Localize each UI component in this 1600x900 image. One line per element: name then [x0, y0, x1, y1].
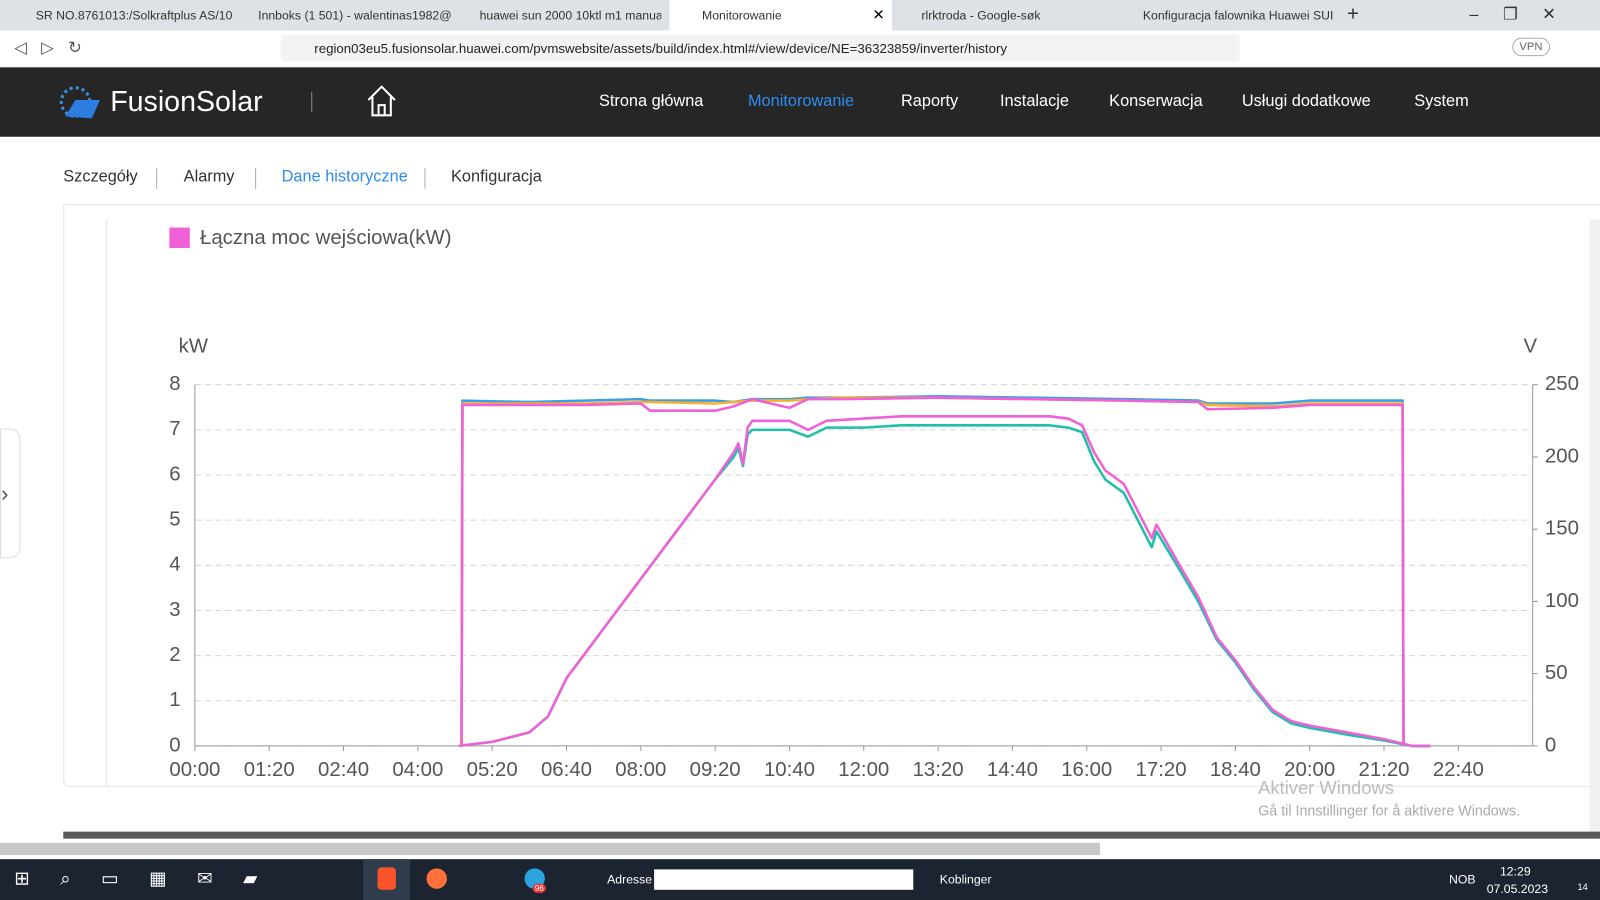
- y2-axis-label: V: [1523, 335, 1537, 357]
- x-tick-label: 12:00: [838, 759, 889, 781]
- tab[interactable]: Innboks (1 501) - walentinas1982@: [258, 8, 452, 23]
- x-tick-label: 10:40: [764, 759, 815, 781]
- y2-tick-label: 100: [1545, 590, 1579, 612]
- language[interactable]: NOB: [1448, 872, 1476, 887]
- y-axis-label: kW: [179, 335, 209, 357]
- nav-item[interactable]: Usługi dodatkowe: [1241, 92, 1371, 111]
- tab[interactable]: huawei sun 2000 10ktl m1 manual: [479, 8, 662, 23]
- y-tick-label: 6: [169, 463, 180, 485]
- x-tick-label: 22:40: [1433, 759, 1484, 781]
- y-tick-label: 0: [169, 734, 180, 756]
- x-tick-label: 04:00: [392, 759, 443, 781]
- x-tick-label: 01:20: [244, 759, 295, 781]
- notification-count[interactable]: 14: [1577, 881, 1588, 892]
- x-tick-label: 08:00: [615, 759, 666, 781]
- y-tick-label: 3: [169, 599, 180, 621]
- series-line: [460, 394, 1405, 746]
- brave-icon[interactable]: [377, 867, 396, 890]
- active-tab-bg: [669, 0, 892, 31]
- y2-tick-label: 150: [1545, 518, 1579, 540]
- new-tab[interactable]: +: [1346, 3, 1359, 26]
- x-tick-label: 02:40: [318, 759, 369, 781]
- divider: [424, 168, 426, 189]
- y-tick-label: 4: [169, 554, 180, 576]
- tab[interactable]: Monitorowanie: [702, 8, 782, 23]
- x-tick-label: 09:20: [690, 759, 741, 781]
- y2-tick-label: 250: [1545, 373, 1579, 395]
- tab[interactable]: SR NO.8761013:/Solkraftplus AS/10: [35, 8, 233, 23]
- nav-item[interactable]: Konserwacja: [1109, 92, 1203, 111]
- x-tick-label: 00:00: [169, 759, 220, 781]
- legend-swatch: [169, 227, 190, 248]
- taskbar: ⊞⌕▭▦✉▰ 96 Adresse Koblinger NOB 12:29 07…: [0, 859, 1600, 900]
- tab[interactable]: rlrktroda - Google-søk: [921, 8, 1041, 23]
- divider: [156, 168, 158, 189]
- logo-icon: [59, 86, 100, 119]
- clock-time[interactable]: 12:29: [1499, 864, 1531, 879]
- y2-tick-label: 50: [1545, 662, 1568, 684]
- y2-tick-label: 0: [1545, 734, 1556, 756]
- nav-buttons[interactable]: ◁▷↻: [14, 39, 96, 58]
- x-tick-label: 14:40: [987, 759, 1038, 781]
- y-tick-label: 2: [169, 644, 180, 666]
- window-controls[interactable]: –❐✕: [1469, 6, 1581, 24]
- nav-item[interactable]: Strona główna: [598, 92, 704, 111]
- x-tick-label: 06:40: [541, 759, 592, 781]
- x-tick-label: 21:20: [1358, 759, 1409, 781]
- y2-tick-label: 200: [1545, 445, 1579, 467]
- series-line: [460, 396, 1405, 746]
- nav-item[interactable]: System: [1414, 92, 1469, 111]
- x-tick-label: 16:00: [1061, 759, 1112, 781]
- x-tick-label: 05:20: [467, 759, 518, 781]
- x-tick-label: 18:40: [1210, 759, 1261, 781]
- x-tick-label: 17:20: [1136, 759, 1187, 781]
- side-toggle[interactable]: ›: [0, 428, 21, 559]
- nav-item[interactable]: Instalacje: [999, 92, 1069, 111]
- h-scrollbar[interactable]: [0, 842, 1100, 856]
- url-bar[interactable]: [280, 34, 1240, 62]
- watermark-title: Aktiver Windows: [1258, 777, 1394, 798]
- chart-card: [63, 204, 1600, 787]
- address-label: Adresse: [607, 872, 653, 887]
- series-line: [458, 424, 1431, 748]
- clock-date[interactable]: 07.05.2023: [1486, 881, 1549, 896]
- series-line: [458, 415, 1431, 748]
- links-label[interactable]: Koblinger: [939, 872, 992, 887]
- nav-item[interactable]: Monitorowanie: [747, 92, 855, 111]
- site-header: FusionSolar: [0, 67, 1600, 137]
- tab-strip: SR NO.8761013:/Solkraftplus AS/10 Innbok…: [0, 0, 1600, 31]
- vpn-badge[interactable]: VPN: [1512, 37, 1550, 57]
- divider: [106, 219, 108, 787]
- nav-item[interactable]: Raporty: [901, 92, 959, 111]
- scroll-track: [63, 831, 1600, 839]
- y-tick-label: 5: [169, 509, 180, 531]
- sub-tab[interactable]: Konfiguracja: [451, 168, 542, 186]
- legend-label: Łączna moc wejściowa(kW): [200, 227, 452, 249]
- divider: [255, 168, 257, 189]
- logo-text[interactable]: FusionSolar: [110, 85, 263, 118]
- x-tick-label: 13:20: [913, 759, 964, 781]
- badge: 96: [532, 883, 546, 893]
- sub-tab[interactable]: Dane historyczne: [281, 168, 408, 186]
- watermark-text: Gå til Innstillinger for å aktivere Wind…: [1258, 802, 1521, 819]
- divider: [311, 91, 313, 113]
- close-tab[interactable]: ✕: [872, 6, 885, 23]
- toolbar: ◁▷↻ region03eu5.fusionsolar.huawei.com/p…: [0, 30, 1600, 69]
- home-icon[interactable]: [365, 84, 398, 119]
- y-tick-label: 8: [169, 373, 180, 395]
- sub-tab[interactable]: Alarmy: [183, 168, 235, 186]
- x-tick-label: 20:00: [1284, 759, 1335, 781]
- firefox-icon[interactable]: [426, 868, 447, 889]
- chart: 0 1 2 3 4 5 6 7 8 0 50 100 150 200 250 00:00 01:20 02:40 0…: [169, 227, 1579, 781]
- tab[interactable]: Konfiguracja falownika Huawei SUI: [1142, 8, 1334, 23]
- address-box[interactable]: [654, 869, 914, 890]
- y-tick-label: 1: [169, 689, 180, 711]
- url: region03eu5.fusionsolar.huawei.com/pvmsw…: [314, 40, 1008, 57]
- taskbar-icons[interactable]: ⊞⌕▭▦✉▰: [14, 868, 288, 889]
- sub-tab[interactable]: Szczegóły: [63, 168, 138, 186]
- series-line: [460, 396, 1405, 746]
- y-tick-label: 7: [169, 418, 180, 440]
- scrollbar[interactable]: [1589, 219, 1600, 832]
